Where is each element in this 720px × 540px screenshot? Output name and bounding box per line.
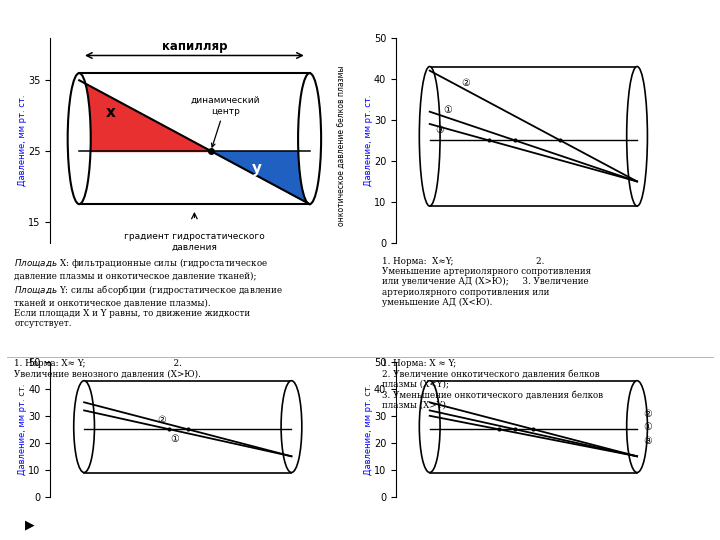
- Ellipse shape: [298, 73, 321, 204]
- Text: ①: ①: [444, 105, 452, 114]
- Ellipse shape: [419, 381, 440, 472]
- Ellipse shape: [281, 381, 302, 472]
- Bar: [430, 381, 637, 472]
- Text: ①: ①: [171, 434, 179, 444]
- Text: 1. Норма: X≈ Y;                                2.
Увеличение венозного давления : 1. Норма: X≈ Y; 2. Увеличение венозного …: [14, 359, 202, 379]
- Text: онкотическое давление белков плазмы: онкотическое давление белков плазмы: [338, 65, 346, 226]
- Ellipse shape: [626, 381, 647, 472]
- Text: 1. Норма: X ≈ Y;
2. Увеличение онкотического давления белков
плазмы (X<Y);
3. Ум: 1. Норма: X ≈ Y; 2. Увеличение онкотичес…: [382, 359, 603, 410]
- Text: y: y: [252, 161, 262, 176]
- Text: 1. Норма:  X≈Y;                              2.
Уменьшение артериолярного сопрот: 1. Норма: X≈Y; 2. Уменьшение артериолярн…: [382, 256, 590, 307]
- Text: $\it{Площадь}$ X: фильтрационные силы (гидростатическое
давление плазмы и онкоти: $\it{Площадь}$ X: фильтрационные силы (г…: [14, 256, 284, 328]
- Ellipse shape: [68, 73, 91, 204]
- Y-axis label: Давление, мм рт. ст.: Давление, мм рт. ст.: [364, 94, 372, 186]
- Bar: [84, 381, 292, 472]
- Text: ②: ②: [462, 78, 470, 88]
- Text: ▶: ▶: [25, 519, 35, 532]
- Polygon shape: [211, 151, 310, 204]
- Text: ③: ③: [436, 125, 444, 135]
- Text: ①: ①: [644, 422, 652, 431]
- Polygon shape: [79, 80, 211, 151]
- Text: ③: ③: [644, 436, 652, 447]
- Ellipse shape: [419, 66, 440, 206]
- Text: динамический
центр: динамический центр: [191, 96, 260, 147]
- Text: капилляр: капилляр: [162, 40, 227, 53]
- Bar: [79, 73, 310, 204]
- Y-axis label: Давление, мм рт. ст.: Давление, мм рт. ст.: [18, 94, 27, 186]
- Text: ②: ②: [158, 415, 166, 425]
- Text: x: x: [106, 105, 116, 119]
- Y-axis label: Давление, мм рт. ст.: Давление, мм рт. ст.: [364, 383, 372, 475]
- Ellipse shape: [626, 66, 647, 206]
- Bar: [430, 66, 637, 206]
- Y-axis label: Давление, мм рт. ст.: Давление, мм рт. ст.: [18, 383, 27, 475]
- Text: градиент гидростатического
давления: градиент гидростатического давления: [124, 232, 265, 252]
- Text: ②: ②: [644, 409, 652, 420]
- Ellipse shape: [73, 381, 94, 472]
